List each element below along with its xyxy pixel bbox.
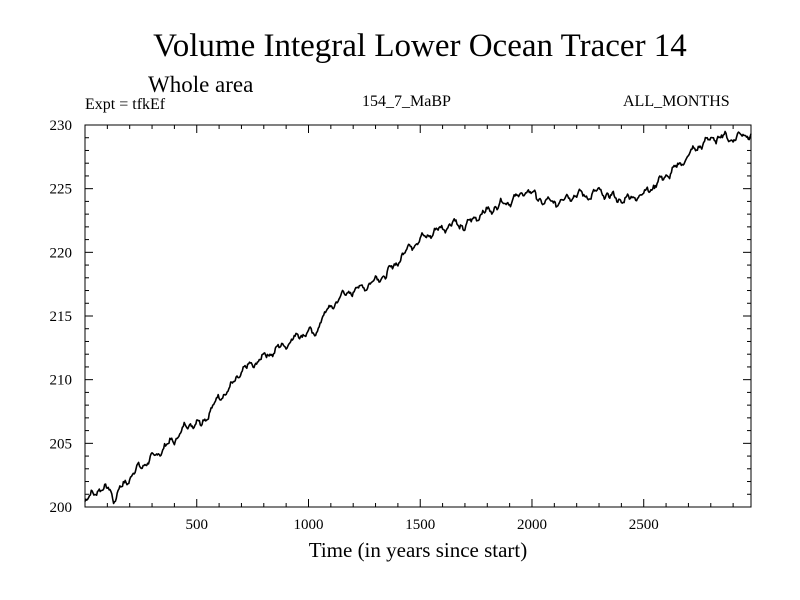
x-axis-label: Time (in years since start) (308, 538, 528, 562)
x-tick-label: 2500 (629, 517, 659, 533)
x-tick-label: 1000 (293, 517, 323, 533)
y-tick-label: 205 (50, 436, 73, 452)
y-tick-label: 225 (50, 182, 73, 198)
months-label: ALL_MONTHS (623, 93, 730, 110)
x-tick-label: 1500 (405, 517, 435, 533)
y-tick-label: 230 (50, 118, 73, 134)
y-tick-label: 220 (50, 245, 73, 261)
x-tick-label: 500 (185, 517, 208, 533)
plot-frame (84, 124, 752, 508)
run-id-label: 154_7_MaBP (362, 93, 451, 110)
experiment-label: Expt = tfkEf (85, 96, 166, 113)
tick-labels: 500 1000 1500 2000 2500 200 205 210 215 220 225 230 (50, 118, 659, 533)
series-line (84, 130, 752, 505)
chart-title: Volume Integral Lower Ocean Tracer 14 (153, 28, 687, 64)
y-tick-label: 215 (50, 309, 73, 325)
chart-subtitle: Whole area (148, 72, 254, 97)
axis-ticks (85, 125, 751, 507)
y-tick-label: 200 (50, 500, 73, 516)
x-tick-label: 2000 (517, 517, 547, 533)
y-tick-label: 210 (50, 373, 73, 389)
